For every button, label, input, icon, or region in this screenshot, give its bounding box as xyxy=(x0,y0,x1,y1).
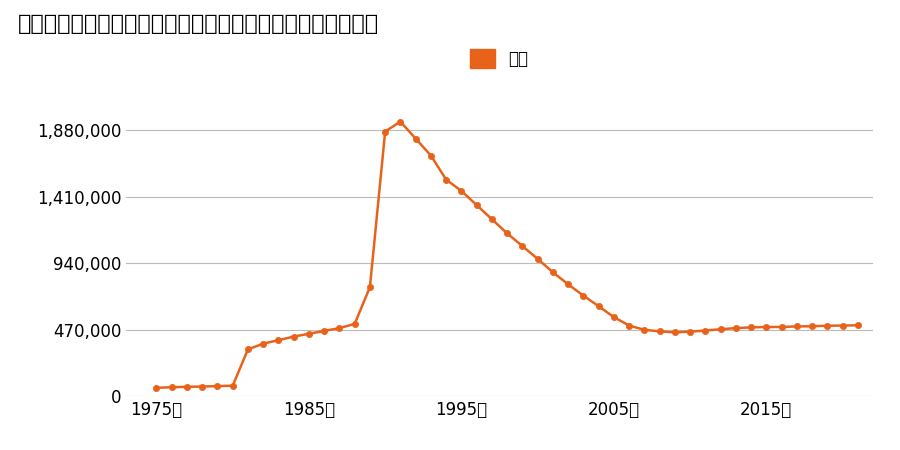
Text: 神奈川県横浜市港南区日野町字寺尾１５２４番１の地価推移: 神奈川県横浜市港南区日野町字寺尾１５２４番１の地価推移 xyxy=(18,14,379,33)
Legend: 価格: 価格 xyxy=(464,42,536,75)
